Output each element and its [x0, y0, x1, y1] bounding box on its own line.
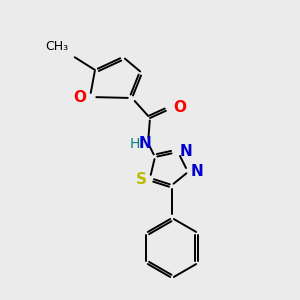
Text: O: O [173, 100, 187, 116]
Text: N: N [180, 145, 192, 160]
Text: O: O [74, 89, 86, 104]
Text: CH₃: CH₃ [45, 40, 69, 53]
Text: N: N [190, 164, 203, 179]
Text: N: N [139, 136, 152, 152]
Text: S: S [136, 172, 146, 187]
Text: H: H [130, 137, 140, 151]
